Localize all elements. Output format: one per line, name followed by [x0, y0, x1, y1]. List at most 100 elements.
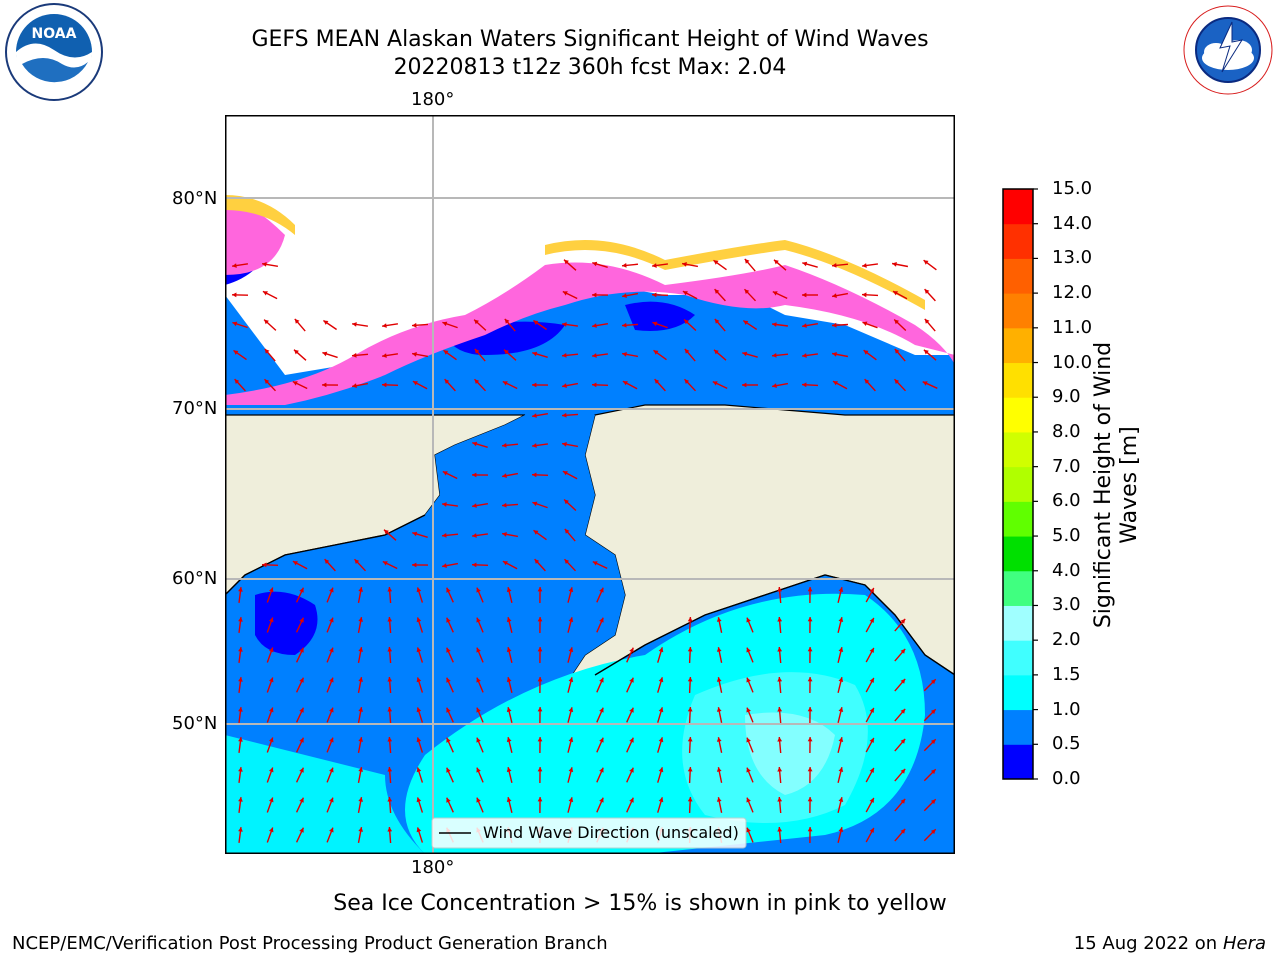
- wave-arrow-head: [930, 709, 936, 715]
- wave-arrow-head: [716, 797, 722, 802]
- wave-arrow-head: [869, 617, 874, 623]
- colorbar-tick-label: 5.0: [1052, 525, 1081, 547]
- wave-arrow-head: [446, 707, 451, 713]
- wave-arrow-head: [534, 559, 540, 564]
- sea-ice-edge: [545, 240, 925, 310]
- wave-arrow-head: [238, 767, 243, 772]
- wave-arrow-head: [862, 321, 868, 326]
- wave-arrow-head: [716, 767, 722, 772]
- wave-arrow-head: [504, 318, 510, 324]
- wave-arrow-head: [838, 767, 844, 772]
- wave-arrow-head: [232, 321, 238, 327]
- wave-direction-legend: Wind Wave Direction (unscaled): [431, 817, 747, 849]
- wave-arrow-head: [442, 471, 448, 476]
- wave-arrow-head: [532, 443, 537, 448]
- wave-arrow-head: [777, 647, 783, 652]
- wave-arrow-head: [502, 473, 507, 478]
- wave-arrow-head: [592, 292, 597, 298]
- wave-arrow-head: [562, 322, 567, 327]
- wave-arrow-head: [472, 533, 477, 538]
- wave-arrow-head: [653, 350, 659, 355]
- wave-arrow-head: [894, 348, 900, 354]
- wave-arrow-head: [900, 798, 906, 804]
- wave-arrow-head: [832, 263, 837, 268]
- wave-arrow-head: [329, 737, 334, 743]
- wave-arrow-head: [900, 738, 906, 744]
- wave-arrow-head: [294, 318, 300, 324]
- wave-arrow-head: [238, 617, 243, 622]
- wave-arrow-head: [264, 379, 270, 384]
- wave-arrow-head: [384, 529, 389, 535]
- wave-arrow-head: [532, 472, 537, 478]
- wave-arrow-head: [862, 263, 867, 268]
- wave-arrow-head: [807, 617, 813, 622]
- wave-arrow-head: [506, 737, 512, 743]
- wave-arrow-head: [562, 412, 567, 418]
- lon-label-bottom: 180°: [411, 857, 455, 878]
- wave-arrow-head: [387, 587, 393, 592]
- wave-arrow-head: [838, 737, 844, 742]
- wave-arrow-head: [564, 528, 570, 534]
- colorbar-tick-label: 13.0: [1052, 247, 1093, 269]
- colorbar-segment: [1003, 605, 1033, 641]
- wave-arrow-head: [416, 587, 422, 593]
- wave-arrow-head: [472, 472, 477, 478]
- wave-arrow-head: [714, 318, 720, 324]
- wave-arrow-head: [446, 617, 451, 623]
- wave-arrow-head: [869, 647, 874, 653]
- wave-arrow-head: [532, 382, 537, 388]
- colorbar-tick-label: 12.0: [1052, 282, 1093, 304]
- wave-arrow-head: [269, 797, 274, 803]
- wave-arrow-head: [622, 263, 627, 268]
- wave-arrow-head: [802, 382, 807, 388]
- wave-arrow-head: [744, 289, 750, 294]
- wave-arrow-head: [923, 349, 929, 355]
- wave-arrow-head: [802, 292, 807, 298]
- wave-arrow-head: [807, 707, 813, 712]
- wave-arrow-head: [900, 648, 906, 654]
- wave-arrow-head: [506, 617, 512, 623]
- wave-arrow-head: [323, 320, 329, 325]
- wave-arrow-head: [712, 381, 718, 386]
- wave-arrow-head: [746, 647, 751, 653]
- wave-arrow-head: [446, 767, 451, 773]
- wave-height-map: Wind Wave Direction (unscaled): [225, 115, 955, 854]
- wave-arrow-head: [658, 797, 664, 803]
- colorbar-tick-label: 8.0: [1052, 420, 1081, 442]
- wave-arrow-head: [746, 827, 751, 833]
- wave-arrow-head: [382, 382, 387, 388]
- wave-arrow-head: [502, 561, 508, 566]
- colorbar-tick-label: 10.0: [1052, 351, 1093, 373]
- wave-arrow-head: [894, 319, 899, 325]
- wave-arrow-head: [329, 587, 334, 593]
- colorbar-segment: [1003, 640, 1033, 676]
- footer-host: Hera: [1222, 933, 1266, 954]
- wave-arrow-head: [322, 382, 327, 388]
- wave-arrow-head: [869, 737, 874, 743]
- colorbar-segment: [1003, 293, 1033, 329]
- colorbar-segment: [1003, 674, 1033, 711]
- wave-arrow-head: [476, 707, 481, 713]
- wave-arrow-head: [476, 647, 481, 653]
- wave-arrow-head: [687, 677, 693, 682]
- wave-arrow-head: [412, 531, 418, 537]
- wave-arrow-head: [714, 349, 719, 355]
- wave-arrow-head: [869, 587, 874, 593]
- wave-arrow-head: [412, 352, 417, 357]
- colorbar-tick-label: 14.0: [1052, 212, 1093, 234]
- wave-arrow-head: [537, 707, 543, 712]
- wave-arrow-head: [599, 737, 604, 743]
- map-subtitle: 20220813 t12z 360h fcst Max: 2.04: [393, 55, 787, 80]
- wave-arrow-head: [682, 262, 687, 267]
- colorbar-tick-label: 1.5: [1052, 663, 1081, 685]
- wave-arrow-head: [599, 707, 604, 713]
- wave-arrow-head: [599, 617, 604, 623]
- wave-arrow-head: [329, 647, 334, 653]
- wave-arrow-head: [629, 677, 634, 683]
- colorbar-segment: [1003, 570, 1033, 606]
- wave-arrow-head: [446, 647, 451, 653]
- wave-arrow-head: [599, 797, 604, 803]
- wave-arrow-head: [537, 767, 543, 772]
- wave-arrow-head: [622, 381, 628, 386]
- wave-arrow-head: [622, 322, 627, 328]
